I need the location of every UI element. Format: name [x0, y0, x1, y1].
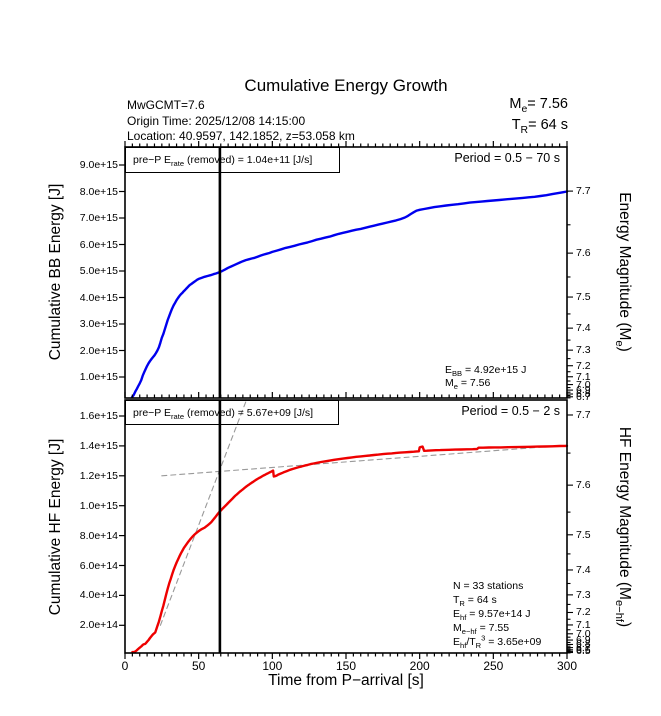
mehf-ytick-label: 7.2: [576, 606, 591, 619]
tr-summary: TR= 64 s: [511, 117, 568, 136]
hf-ytick-label: 1.0e+15: [79, 499, 118, 512]
bb-plot-box: [124, 146, 568, 399]
tr-line: TR = 64 s: [453, 594, 497, 609]
xtick-label: 300: [556, 659, 578, 673]
bb-ytick-label: 8.0e+15: [79, 185, 118, 198]
mehf-ytick-label: 7.4: [576, 563, 591, 576]
me-ytick-label: 7.4: [576, 322, 591, 335]
me-ytick-label: 6.7: [576, 390, 591, 403]
xtick-label: 250: [483, 659, 504, 673]
bb-prep-rate-label: pre−P Erate (removed) = 1.04e+11 [J/s]: [133, 154, 313, 169]
xtick-label: 0: [121, 659, 129, 673]
fit-line-0: [159, 401, 247, 626]
me-ytick-label: 7.2: [576, 359, 591, 372]
me-value: Me = 7.56: [445, 377, 491, 392]
bb-prep-rate-box: pre−P Erate (removed) = 1.04e+11 [J/s]: [125, 147, 340, 173]
hf-period-label: Period = 0.5 − 2 s: [461, 404, 560, 418]
ehf-line: Ehf = 9.57e+14 J: [453, 608, 531, 623]
bb-energy-curve: [130, 190, 569, 399]
xaxis-title: Time from P−arrival [s]: [268, 672, 424, 689]
xtick-label: 200: [409, 659, 430, 673]
hf-ytick-label: 2.0e+14: [79, 619, 118, 632]
hf-energy-curve: [131, 444, 569, 654]
bb-result-note: EBB = 4.92e+15 J Me = 7.56: [445, 364, 526, 390]
bb-ytick-label: 6.0e+15: [79, 238, 118, 251]
mehf-ytick-label: 6.8: [576, 638, 591, 651]
location-line: Location: 40.9597, 142.1852, z=53.058 km: [127, 129, 355, 143]
mehf-ytick-label: 7.3: [576, 588, 591, 601]
page-title: Cumulative Energy Growth: [244, 76, 448, 95]
bb-ytick-label: 5.0e+15: [79, 265, 118, 277]
mehf-ytick-label: 6.6: [576, 643, 591, 656]
me-ytick-label: 7.0: [576, 378, 591, 391]
hf-ytick-label: 1.4e+15: [79, 439, 118, 452]
event-info-block: MwGCMT=7.6 Origin Time: 2025/12/08 14:15…: [127, 98, 355, 145]
hf-ytick-label: 8.0e+14: [79, 529, 118, 542]
me-ytick-label: 7.1: [576, 370, 591, 383]
mehf-ytick-label: 7.6: [576, 479, 591, 492]
mehf-ytick-label: 6.5: [576, 645, 591, 658]
n-stations-line: N = 33 stations: [453, 580, 524, 592]
bb-ytick-label: 3.0e+15: [79, 318, 118, 330]
bb-ytick-label: 9.0e+15: [79, 159, 118, 171]
bb-ytick-label: 7.0e+15: [79, 212, 118, 224]
me-ytick-label: 7.5: [576, 291, 591, 304]
hf-prep-rate-box: pre−P Erate (removed) = 5.67e+09 [J/s]: [125, 400, 339, 425]
me-ytick-label: 7.6: [576, 247, 591, 260]
me-yaxis-title: Energy Magnitude (Me): [612, 192, 633, 352]
hf-stats-block: N = 33 stations TR = 64 s Ehf = 9.57e+14…: [453, 579, 541, 649]
mehf-ytick-label: 7.1: [576, 618, 591, 631]
bb-period-label: Period = 0.5 − 70 s: [454, 151, 560, 165]
bb-ytick-label: 2.0e+15: [79, 344, 118, 357]
mehf-ytick-label: 7.7: [576, 408, 591, 421]
mehf-ytick-label: 7.0: [576, 627, 591, 640]
bb-ytick-label: 1.0e+15: [79, 371, 118, 383]
hf-ytick-label: 1.2e+15: [79, 469, 118, 482]
me-tr-summary: Me= 7.56 TR= 64 s: [400, 94, 568, 136]
xtick-label: 50: [191, 659, 206, 673]
bb-ytick-label: 4.0e+15: [79, 291, 118, 304]
mehf-ytick-label: 6.9: [576, 634, 591, 647]
mwgcmt-line: MwGCMT=7.6: [127, 98, 205, 112]
hf-ytick-label: 4.0e+14: [79, 589, 118, 602]
me-ytick-label: 6.9: [576, 384, 591, 397]
mehf-ytick-label: 6.7: [576, 641, 591, 654]
me-ytick-label: 7.3: [576, 344, 591, 357]
bb-yaxis-title: Cumulative BB Energy [J]: [47, 183, 64, 361]
me-summary: Me= 7.56: [509, 96, 568, 115]
ehf-tr3-line: Ehf/TR3 = 3.65e+09: [453, 633, 542, 651]
fit-line-1: [161, 444, 568, 477]
me-ytick-label: 6.8: [576, 388, 591, 400]
origin-time-line: Origin Time: 2025/12/08 14:15:00: [127, 113, 306, 128]
mehf-yaxis-title: HF Energy Magnitude (Me−hf): [612, 426, 633, 628]
me-ytick-label: 7.7: [576, 185, 591, 198]
hf-ytick-label: 1.6e+15: [79, 410, 118, 422]
hf-prep-rate-label: pre−P Erate (removed) = 5.67e+09 [J/s]: [133, 406, 314, 421]
xtick-label: 150: [335, 659, 357, 673]
ebb-value: EBB = 4.92e+15 J: [445, 364, 527, 379]
hf-yaxis-title: Cumulative HF Energy [J]: [47, 438, 64, 616]
mehf-line: Me−hf = 7.55: [453, 622, 510, 637]
xtick-label: 100: [262, 659, 283, 673]
hf-ytick-label: 6.0e+14: [79, 559, 118, 572]
mehf-ytick-label: 7.5: [576, 528, 591, 541]
